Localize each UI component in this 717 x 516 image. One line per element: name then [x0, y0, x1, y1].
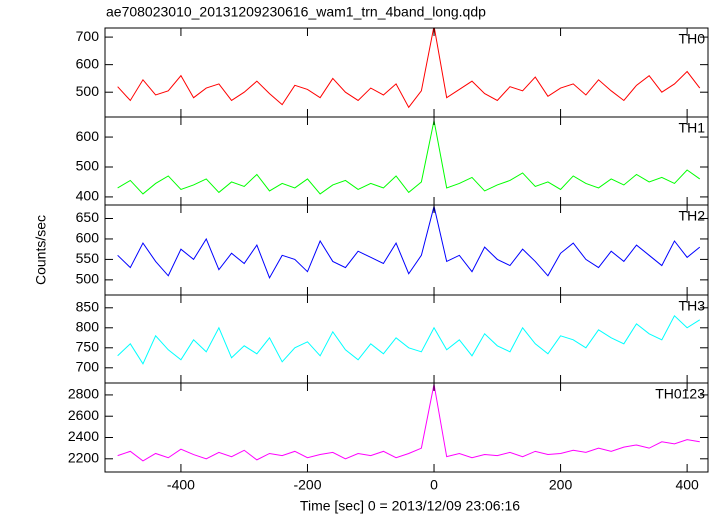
series-label: TH0 [679, 31, 706, 47]
x-tick-label: -400 [167, 477, 195, 493]
y-tick-label: 500 [76, 271, 100, 287]
data-line [117, 120, 701, 195]
y-tick-label: 550 [76, 250, 100, 266]
y-axis-label: Counts/sec [33, 215, 49, 285]
data-line [117, 384, 700, 462]
y-tick-label: 2400 [68, 428, 99, 444]
y-tick-label: 700 [76, 359, 100, 375]
panel-frame [104, 116, 709, 206]
y-tick-label: 600 [76, 230, 100, 246]
x-tick-label: 0 [430, 477, 438, 493]
series-label: TH2 [679, 208, 706, 224]
y-tick-label: 2800 [68, 386, 99, 402]
y-tick-label: 650 [76, 209, 100, 225]
x-tick-label: 400 [675, 477, 699, 493]
y-tick-label: 850 [76, 299, 100, 315]
y-tick-label: 2600 [68, 407, 99, 423]
panel-frame [104, 294, 709, 384]
data-line [117, 206, 701, 279]
series-label: TH3 [679, 298, 706, 314]
data-line [117, 28, 701, 109]
y-tick-label: 500 [76, 158, 100, 174]
panel-frame [104, 204, 709, 296]
y-tick-label: 400 [76, 188, 100, 204]
series-label: TH1 [679, 120, 706, 136]
chart-title: ae708023010_20131209230616_wam1_trn_4ban… [106, 4, 486, 20]
y-tick-label: 500 [76, 83, 100, 99]
x-tick-label: 200 [549, 477, 573, 493]
data-line [117, 314, 701, 365]
y-tick-label: 800 [76, 319, 100, 335]
series-label: TH0123 [655, 386, 705, 402]
y-tick-label: 600 [76, 128, 100, 144]
x-tick-label: -200 [293, 477, 321, 493]
x-axis-label: Time [sec] 0 = 2013/12/09 23:06:16 [300, 498, 520, 514]
y-tick-label: 2200 [68, 450, 99, 466]
y-tick-label: 600 [76, 55, 100, 71]
panel-frame [104, 382, 709, 473]
y-tick-label: 750 [76, 339, 100, 355]
y-tick-label: 700 [76, 28, 100, 44]
